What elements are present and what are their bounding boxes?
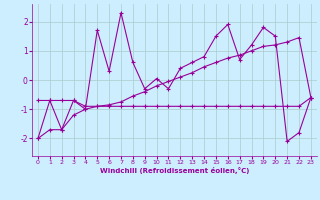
X-axis label: Windchill (Refroidissement éolien,°C): Windchill (Refroidissement éolien,°C) [100,167,249,174]
